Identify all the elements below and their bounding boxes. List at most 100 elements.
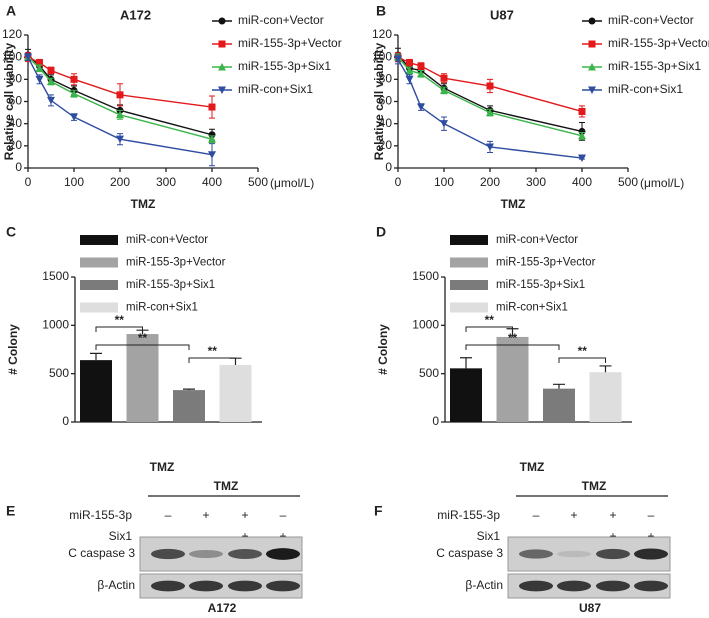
significance-label: **: [485, 313, 495, 327]
blot-band: [266, 548, 300, 560]
marker: [116, 91, 124, 99]
bar: [589, 372, 622, 422]
y-tick-label: 80: [379, 72, 393, 86]
treatment-sign: –: [533, 529, 540, 543]
x-tick-label: 400: [572, 175, 592, 189]
y-tick-label: 0: [432, 414, 439, 428]
y-tick-label: 0: [15, 160, 22, 174]
treatment-sign: –: [571, 529, 578, 543]
y-tick-label: 0: [62, 414, 69, 428]
legend-label: miR-155-3p+Six1: [496, 279, 585, 291]
x-tick-label: 500: [248, 175, 268, 189]
error-bar: [90, 352, 102, 361]
panel-letter: A: [6, 3, 16, 19]
treatment-sign: –: [165, 508, 172, 522]
blot-band: [151, 580, 185, 592]
y-tick-label: 0: [385, 160, 392, 174]
y-tick-label: 1000: [42, 318, 69, 332]
marker: [208, 103, 216, 111]
marker: [47, 66, 55, 74]
series-line: [397, 56, 583, 137]
marker: [218, 63, 226, 71]
marker: [47, 96, 55, 105]
y-tick-label: 20: [9, 138, 23, 152]
treatment-sign: –: [203, 529, 210, 543]
marker: [417, 69, 425, 78]
x-tick-label: 300: [526, 175, 546, 189]
marker: [417, 62, 425, 70]
significance-label: **: [208, 344, 218, 358]
blot-band: [519, 549, 553, 559]
legend-label: miR-con+Vector: [238, 13, 324, 27]
legend-swatch: [80, 280, 118, 290]
bar: [450, 368, 482, 422]
marker: [440, 120, 448, 128]
marker: [35, 75, 44, 84]
marker: [47, 77, 55, 86]
chart-title: A172: [120, 7, 151, 22]
legend-label: miR-155-3p+Six1: [238, 59, 331, 73]
blot-header: TMZ: [582, 479, 607, 493]
x-tick-label: 100: [434, 175, 454, 189]
x-unit: (μmol/L): [640, 176, 684, 190]
x-axis-label: TMZ: [520, 460, 545, 474]
x-tick-label: 200: [480, 175, 500, 189]
legend-label: miR-155-3p+Six1: [126, 279, 215, 291]
error-bar: [460, 357, 472, 369]
marker: [440, 74, 448, 82]
legend-label: miR-con+Six1: [496, 302, 568, 314]
y-axis-label: # Colony: [376, 324, 390, 375]
legend-label: miR-con+Vector: [126, 234, 208, 246]
blot-band: [228, 580, 262, 592]
y-tick-label: 20: [379, 138, 393, 152]
marker: [208, 131, 216, 139]
blot-band: [189, 580, 223, 592]
y-tick-label: 1500: [412, 269, 439, 283]
y-tick-label: 60: [379, 94, 393, 108]
blot-band: [266, 580, 300, 592]
y-tick-label: 60: [9, 94, 23, 108]
marker: [218, 17, 226, 25]
y-tick-label: 1000: [412, 318, 439, 332]
y-axis-label: Relative cell viability: [372, 42, 386, 160]
marker: [417, 103, 425, 112]
y-tick-label: 120: [2, 27, 22, 41]
marker: [394, 55, 402, 64]
y-axis-label: # Colony: [6, 324, 20, 375]
treatment-sign: –: [165, 529, 172, 543]
marker: [35, 64, 44, 72]
treatment-sign: +: [647, 529, 654, 543]
significance-bracket: [95, 326, 143, 332]
series-line: [27, 56, 213, 140]
blot-band: [596, 548, 630, 560]
band-label: β-Actin: [97, 578, 135, 592]
x-tick-label: 300: [156, 175, 176, 189]
series-line: [397, 54, 583, 133]
legend-swatch: [450, 257, 488, 268]
marker: [70, 113, 78, 122]
marker: [578, 107, 586, 115]
treatment-sign: –: [648, 508, 655, 522]
legend-swatch: [450, 280, 488, 290]
blot-band: [596, 580, 630, 592]
legend-label: miR-con+Six1: [238, 82, 313, 96]
error-bar: [553, 383, 565, 389]
legend-label: miR-155-3p+Six1: [608, 59, 701, 73]
blot-band: [151, 548, 185, 560]
legend-label: miR-155-3p+Vector: [238, 36, 342, 50]
significance-bracket: [95, 344, 190, 350]
treatment-sign: +: [609, 508, 616, 522]
legend-label: miR-155-3p+Vector: [608, 36, 709, 50]
y-tick-label: 40: [9, 116, 23, 130]
band-label: β-Actin: [465, 578, 503, 592]
treatment-sign: +: [202, 508, 209, 522]
bar: [496, 336, 529, 422]
marker: [218, 86, 226, 94]
significance-bracket: [465, 326, 513, 332]
band-label: C caspase 3: [68, 546, 135, 560]
blot-band: [634, 580, 668, 592]
marker: [208, 151, 216, 159]
y-tick-label: 500: [419, 366, 439, 380]
legend-label: miR-con+Vector: [496, 234, 578, 246]
